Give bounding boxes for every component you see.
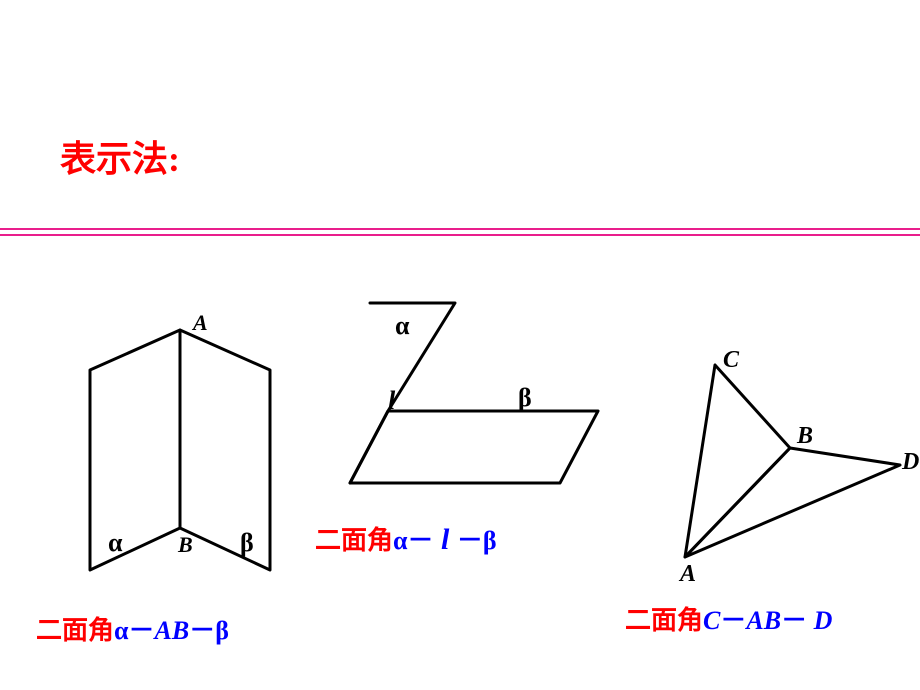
- cap2-p4: －: [457, 526, 483, 555]
- cap3-p3: AB: [746, 606, 781, 635]
- cap2-p3: l: [434, 523, 457, 556]
- diagram-2-svg: [310, 283, 610, 493]
- d3-label-A: A: [680, 561, 696, 588]
- d3-label-C: C: [723, 347, 739, 374]
- cap1-p5: β: [215, 616, 229, 645]
- diagram-3-svg: [625, 345, 915, 590]
- cap1-p3: AB: [155, 616, 190, 645]
- cap1-p4: －: [189, 616, 215, 645]
- cap2-p2: －: [408, 526, 434, 555]
- caption-1: 二面角α－AB－β: [36, 610, 229, 647]
- d1-label-A: A: [193, 310, 208, 336]
- cap3-p2: －: [720, 606, 746, 635]
- cap3-p1: C: [703, 606, 720, 635]
- d3-label-D: D: [902, 449, 919, 476]
- cap3-p4: －: [781, 606, 807, 635]
- cap3-p0: 二面角: [625, 606, 703, 635]
- cap2-p1: α: [393, 526, 408, 555]
- cap3-p5: D: [807, 606, 832, 635]
- d1-label-alpha: α: [108, 528, 123, 558]
- d2-label-beta: β: [518, 383, 532, 413]
- cap1-p2: －: [129, 616, 155, 645]
- caption-3: 二面角C－AB－ D: [625, 600, 832, 637]
- d3-label-B: B: [797, 423, 813, 450]
- cap2-p5: β: [483, 526, 497, 555]
- cap2-p0: 二面角: [315, 526, 393, 555]
- divider: [0, 228, 920, 236]
- d1-label-beta: β: [240, 528, 254, 558]
- diagram-2: α l β: [310, 283, 610, 493]
- diagram-3: C B D A: [625, 345, 915, 590]
- caption-2: 二面角α－ l －β: [315, 520, 497, 557]
- cap1-p0: 二面角: [36, 616, 114, 645]
- diagram-1: A α B β: [60, 310, 300, 585]
- d1-label-B: B: [178, 532, 193, 558]
- d2-label-alpha: α: [395, 311, 410, 341]
- d2-label-l: l: [388, 386, 395, 416]
- slide-title: 表示法:: [60, 130, 180, 182]
- cap1-p1: α: [114, 616, 129, 645]
